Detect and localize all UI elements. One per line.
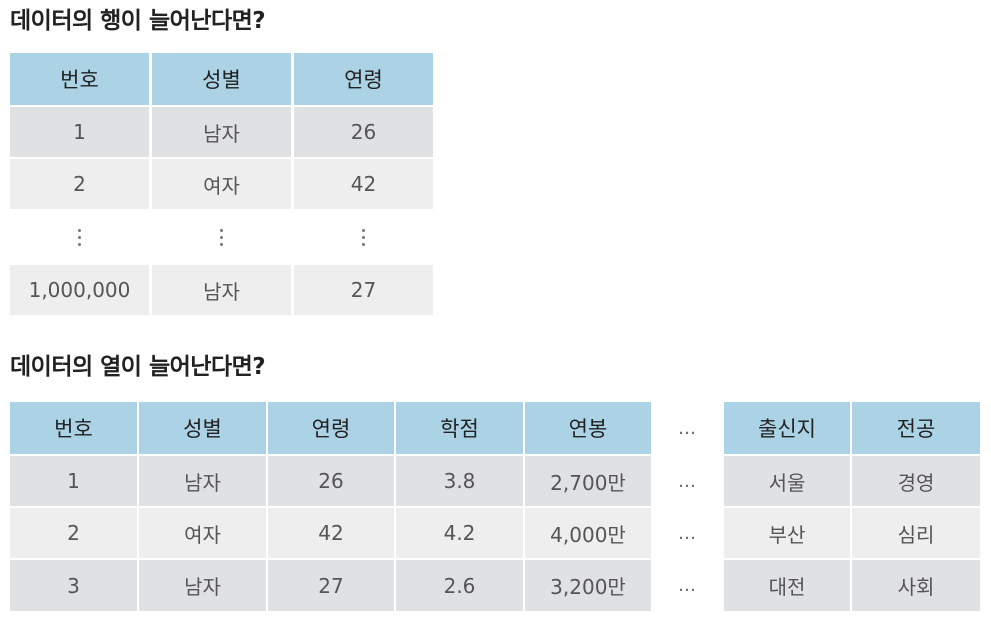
table2-header-number: 번호 [10, 402, 137, 454]
table2-header-salary: 연봉 [525, 402, 651, 454]
horizontal-ellipsis: … [678, 417, 697, 439]
table1-cell: 남자 [152, 265, 291, 315]
table2-cell: 남자 [139, 456, 266, 506]
vertical-ellipsis [152, 211, 291, 263]
table2-cell: 26 [268, 456, 394, 506]
table2-cell: 사회 [852, 560, 980, 611]
table2-cell: 3 [10, 560, 137, 611]
table1-cell: 42 [294, 159, 433, 209]
table2-header-major: 전공 [852, 402, 980, 454]
table1-header-gender: 성별 [152, 53, 291, 105]
table1-cell: 남자 [152, 107, 291, 157]
table2-cell: 심리 [852, 508, 980, 558]
table2-cell: 42 [268, 508, 394, 558]
table1-cell: 1 [10, 107, 149, 157]
table1-cell: 26 [294, 107, 433, 157]
table2-cell: 2 [10, 508, 137, 558]
section2-title: 데이터의 열이 늘어난다면? [10, 354, 266, 380]
vertical-ellipsis [10, 211, 149, 263]
section1-title: 데이터의 행이 늘어난다면? [10, 8, 266, 34]
table2-cell: 부산 [724, 508, 850, 558]
table2-cell: 경영 [852, 456, 980, 506]
table2-cell: 3,200만 [525, 560, 651, 611]
table2-cell: 4.2 [396, 508, 523, 558]
table2-header-hometown: 출신지 [724, 402, 850, 454]
table1-cell: 1,000,000 [10, 265, 149, 315]
table1-cell: 2 [10, 159, 149, 209]
table1-cell: 27 [294, 265, 433, 315]
table2-cell: 서울 [724, 456, 850, 506]
table1-header-number: 번호 [10, 53, 149, 105]
horizontal-ellipsis: … [678, 522, 697, 544]
table2-cell: 여자 [139, 508, 266, 558]
table2-cell: 4,000만 [525, 508, 651, 558]
table2-header-grade: 학점 [396, 402, 523, 454]
table2-cell: 27 [268, 560, 394, 611]
table2-cell: 1 [10, 456, 137, 506]
table2-cell: 3.8 [396, 456, 523, 506]
horizontal-ellipsis: … [678, 575, 697, 596]
table2-cell: 대전 [724, 560, 850, 611]
table2-cell: 2,700만 [525, 456, 651, 506]
table2-cell: 2.6 [396, 560, 523, 611]
table1-header-age: 연령 [294, 53, 433, 105]
horizontal-ellipsis: … [678, 470, 697, 492]
vertical-ellipsis [294, 211, 433, 263]
table2-header-gender: 성별 [139, 402, 266, 454]
table2-cell: 남자 [139, 560, 266, 611]
table1-cell: 여자 [152, 159, 291, 209]
table2-header-age: 연령 [268, 402, 394, 454]
